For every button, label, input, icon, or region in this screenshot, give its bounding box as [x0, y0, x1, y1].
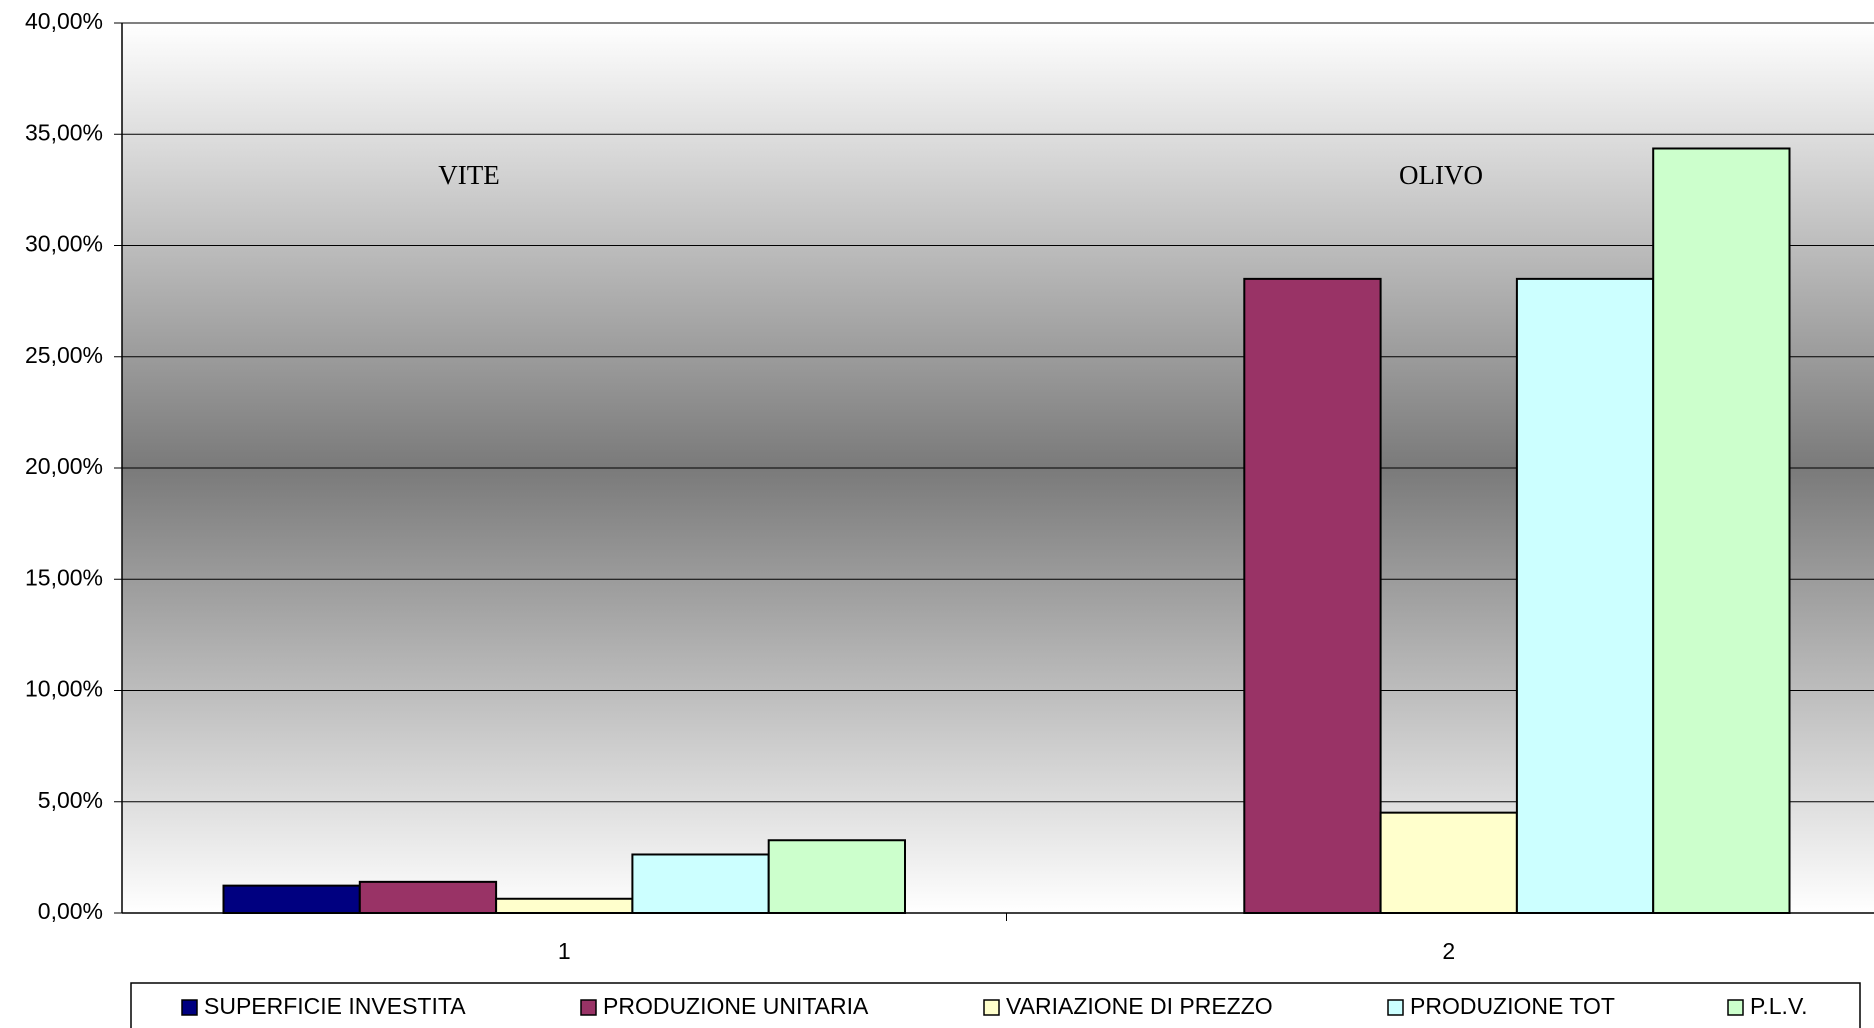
y-tick-label: 20,00%	[25, 453, 103, 479]
y-tick-label: 0,00%	[38, 898, 103, 924]
annotation: VITE	[438, 160, 499, 190]
y-tick-label: 30,00%	[25, 231, 103, 257]
y-tick-label: 5,00%	[38, 787, 103, 813]
y-tick-label: 10,00%	[25, 676, 103, 702]
bar	[222, 884, 361, 915]
bar	[1243, 277, 1382, 914]
x-tick-label: 1	[558, 938, 571, 964]
legend-label: PRODUZIONE UNITARIA	[603, 993, 869, 1019]
legend-label: P.L.V.	[1750, 993, 1808, 1019]
legend-label: VARIAZIONE DI PREZZO	[1006, 993, 1273, 1019]
y-tick-label: 15,00%	[25, 564, 103, 590]
bar	[358, 880, 498, 914]
legend-label: PRODUZIONE TOT	[1410, 993, 1615, 1019]
legend-swatch	[983, 999, 1000, 1016]
bar	[1379, 811, 1518, 915]
legend-swatch	[181, 999, 198, 1016]
bar	[1515, 277, 1655, 914]
bar	[495, 897, 634, 915]
x-tick-label: 2	[1442, 938, 1455, 964]
bar	[1652, 147, 1791, 915]
y-tick-label: 25,00%	[25, 342, 103, 368]
y-tick-label: 40,00%	[25, 8, 103, 34]
bar	[767, 839, 907, 914]
y-tick-label: 35,00%	[25, 119, 103, 145]
legend-swatch	[580, 999, 597, 1016]
legend-swatch	[1727, 999, 1744, 1016]
bar	[631, 853, 770, 914]
legend-swatch	[1387, 999, 1404, 1016]
annotation: OLIVO	[1399, 160, 1483, 190]
legend-label: SUPERFICIE INVESTITA	[204, 993, 466, 1019]
